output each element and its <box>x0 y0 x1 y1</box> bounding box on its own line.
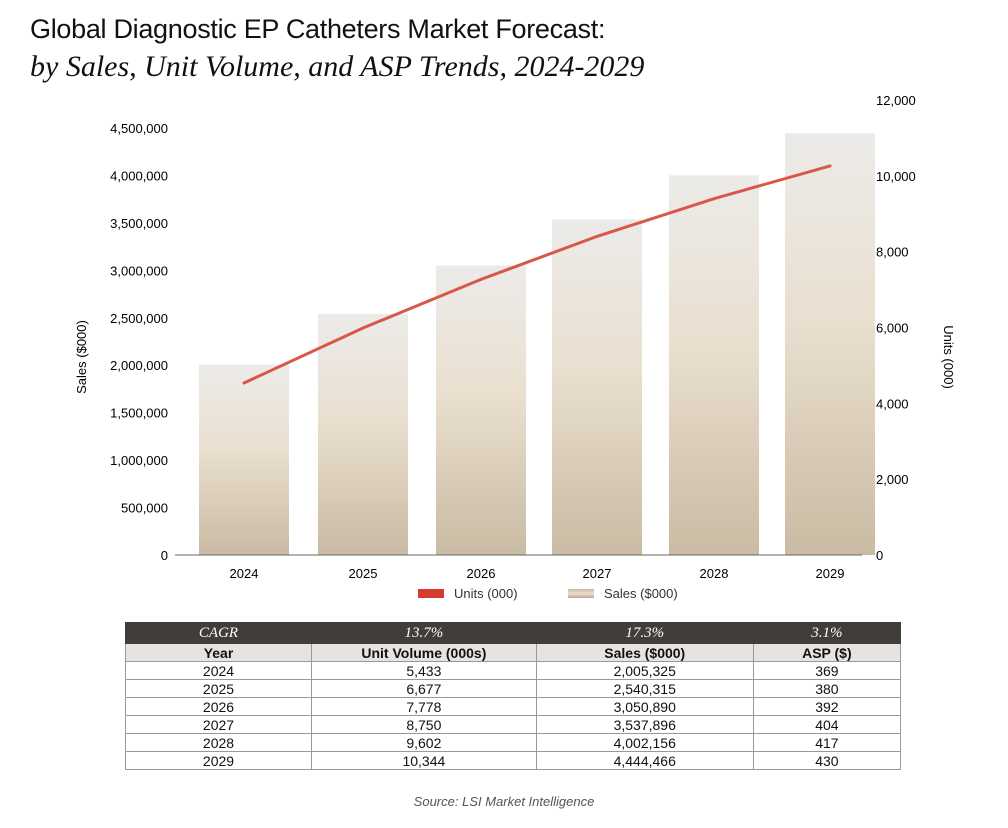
table-cell: 9,602 <box>311 733 537 752</box>
table-row: 2027 8,750 3,537,896 404 <box>125 715 902 734</box>
table-cell: 2026 <box>125 697 312 716</box>
combo-chart: 0 500,000 1,000,000 1,500,000 2,000,000 2,500… <box>74 93 956 601</box>
y-tick-label: 3,000,000 <box>110 263 168 278</box>
table-cell: 2,540,315 <box>535 679 754 698</box>
y-tick-label: 2,000,000 <box>110 358 168 373</box>
table-row: 2029 10,344 4,444,466 430 <box>125 751 902 770</box>
point-units-2029 <box>828 164 832 168</box>
y2-tick-label: 0 <box>876 548 883 563</box>
point-units-2024 <box>242 381 246 385</box>
point-units-2027 <box>595 234 599 238</box>
legend: Units (000) Sales ($000) <box>418 586 678 601</box>
column-header: Sales ($000) <box>535 643 754 662</box>
table-row: 2024 5,433 2,005,325 369 <box>125 661 902 680</box>
source-note: Source: LSI Market Intelligence <box>413 794 595 809</box>
table-cell: 4,002,156 <box>535 733 754 752</box>
table-row: 2028 9,602 4,002,156 417 <box>125 733 902 752</box>
legend-swatch-sales <box>568 589 594 598</box>
point-units-2025 <box>361 326 365 330</box>
chart-title: Global Diagnostic EP Catheters Market Fo… <box>30 14 606 44</box>
y-tick-label: 0 <box>161 548 168 563</box>
table-cell: 3,050,890 <box>535 697 754 716</box>
y2-tick-label: 12,000 <box>876 93 916 108</box>
chart-subtitle: by Sales, Unit Volume, and ASP Trends, 2… <box>30 50 645 83</box>
y-tick-label: 2,500,000 <box>110 311 168 326</box>
point-units-2026 <box>479 277 483 281</box>
cagr-cell: 3.1% <box>752 622 902 644</box>
bar-sales-2025 <box>318 313 408 555</box>
cagr-cell: 17.3% <box>535 622 754 644</box>
y-tick-label: 3,500,000 <box>110 216 168 231</box>
table-cell: 10,344 <box>311 751 537 770</box>
table-cell: 2024 <box>125 661 312 680</box>
cagr-cell: CAGR <box>125 622 312 644</box>
table-row: 2025 6,677 2,540,315 380 <box>125 679 902 698</box>
table-cell: 380 <box>752 679 902 698</box>
line-units <box>243 164 831 385</box>
table-cell: 2025 <box>125 679 312 698</box>
cagr-cell: 13.7% <box>311 622 537 644</box>
table-cell: 4,444,466 <box>535 751 754 770</box>
y-tick-label: 4,500,000 <box>110 121 168 136</box>
table-cell: 392 <box>752 697 902 716</box>
table-cell: 2,005,325 <box>535 661 754 680</box>
table-cell: 6,677 <box>311 679 537 698</box>
x-tick-label: 2024 <box>230 566 259 581</box>
table-cell: 3,537,896 <box>535 715 754 734</box>
x-tick-label: 2026 <box>467 566 496 581</box>
y2-tick-label: 2,000 <box>876 472 909 487</box>
table-cell: 369 <box>752 661 902 680</box>
bar-sales-2028 <box>669 175 759 555</box>
bar-sales-2027 <box>552 219 642 556</box>
table-cell: 7,778 <box>311 697 537 716</box>
y-tick-label: 500,000 <box>121 501 168 516</box>
y2-tick-label: 4,000 <box>876 396 909 411</box>
table-cell: 430 <box>752 751 902 770</box>
y-tick-label: 1,000,000 <box>110 453 168 468</box>
column-header: ASP ($) <box>752 643 902 662</box>
legend-label-sales: Sales ($000) <box>604 586 678 601</box>
y-tick-label: 4,000,000 <box>110 168 168 183</box>
table-cell: 417 <box>752 733 902 752</box>
legend-label-units: Units (000) <box>454 586 518 601</box>
bar-sales-2029 <box>785 133 875 555</box>
data-table: CAGR 13.7% 17.3% 3.1% Year Unit Volume (000s… <box>125 622 902 770</box>
x-tick-label: 2025 <box>349 566 378 581</box>
table-cell: 404 <box>752 715 902 734</box>
x-tick-label: 2027 <box>583 566 612 581</box>
table-cell: 2029 <box>125 751 312 770</box>
bar-sales-2026 <box>436 265 526 555</box>
point-units-2028 <box>712 197 716 201</box>
y2-tick-label: 6,000 <box>876 321 909 336</box>
x-tick-label: 2029 <box>816 566 845 581</box>
y-tick-label: 1,500,000 <box>110 406 168 421</box>
y-axis-label: Sales ($000) <box>74 320 89 394</box>
table-cell: 5,433 <box>311 661 537 680</box>
bar-sales-2024 <box>199 364 289 555</box>
table-cell: 8,750 <box>311 715 537 734</box>
legend-swatch-units <box>418 589 444 598</box>
y2-tick-label: 8,000 <box>876 245 909 260</box>
x-tick-label: 2028 <box>700 566 729 581</box>
y2-tick-label: 10,000 <box>876 169 916 184</box>
table-cell: 2027 <box>125 715 312 734</box>
column-header: Unit Volume (000s) <box>311 643 537 662</box>
y2-axis-label: Units (000) <box>941 325 956 389</box>
column-header: Year <box>125 643 312 662</box>
table-cell: 2028 <box>125 733 312 752</box>
table-row: 2026 7,778 3,050,890 392 <box>125 697 902 716</box>
